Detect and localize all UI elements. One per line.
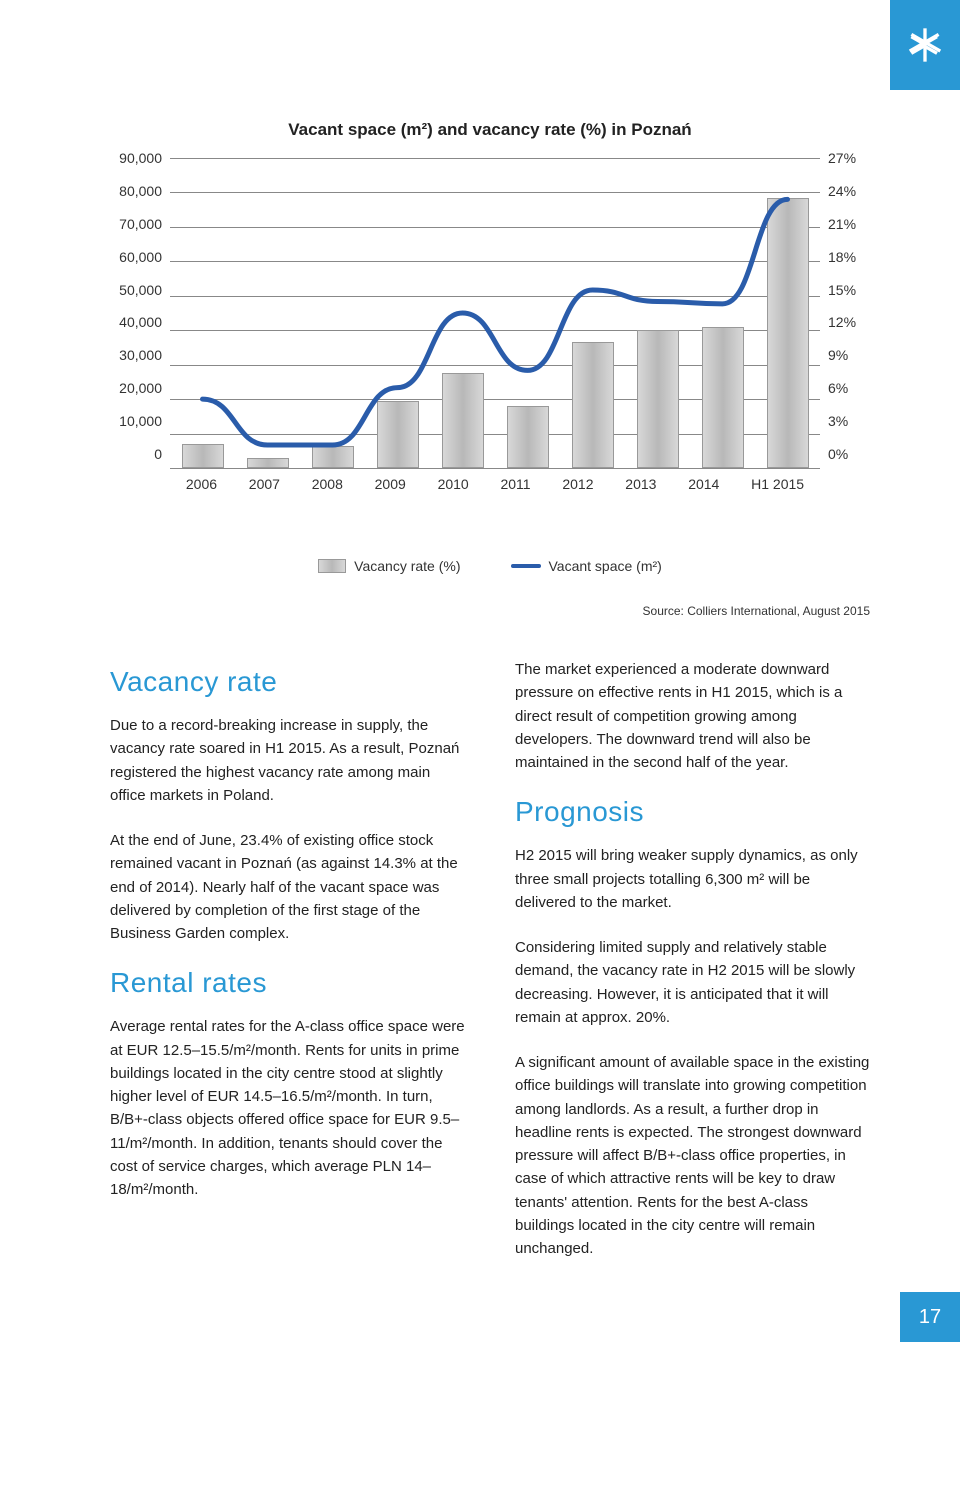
left-column: Vacancy rate Due to a record-breaking in… <box>110 658 465 1282</box>
corner-tab <box>890 0 960 90</box>
chart-source: Source: Colliers International, August 2… <box>110 604 870 618</box>
chart-title: Vacant space (m²) and vacancy rate (%) i… <box>110 120 870 140</box>
y-axis-right: 27%24%21%18%15%12%9%6%3%0% <box>820 158 870 468</box>
y-left-tick: 40,000 <box>110 315 162 329</box>
x-tick: 2014 <box>688 476 719 492</box>
heading-rental-rates: Rental rates <box>110 967 465 999</box>
y-left-tick: 50,000 <box>110 283 162 297</box>
vacancy-p2: At the end of June, 23.4% of existing of… <box>110 829 465 945</box>
x-tick: 2013 <box>625 476 656 492</box>
page-number: 17 <box>900 1292 960 1342</box>
x-tick: 2010 <box>438 476 469 492</box>
y-left-tick: 80,000 <box>110 184 162 198</box>
asterisk-icon <box>905 25 945 65</box>
legend-line: Vacant space (m²) <box>511 558 662 574</box>
chart-line <box>170 158 820 468</box>
x-tick: 2007 <box>249 476 280 492</box>
y-right-tick: 6% <box>828 381 870 395</box>
text-columns: Vacancy rate Due to a record-breaking in… <box>110 658 870 1282</box>
y-left-tick: 90,000 <box>110 151 162 165</box>
y-right-tick: 9% <box>828 348 870 362</box>
heading-vacancy-rate: Vacancy rate <box>110 666 465 698</box>
y-right-tick: 18% <box>828 250 870 264</box>
legend-line-swatch <box>511 564 541 568</box>
prognosis-p2: Considering limited supply and relativel… <box>515 936 870 1029</box>
heading-prognosis: Prognosis <box>515 796 870 828</box>
prognosis-p3: A significant amount of available space … <box>515 1051 870 1260</box>
vacancy-p1: Due to a record-breaking increase in sup… <box>110 714 465 807</box>
rental-p1: Average rental rates for the A-class off… <box>110 1015 465 1201</box>
right-intro: The market experienced a moderate downwa… <box>515 658 870 774</box>
y-left-tick: 20,000 <box>110 381 162 395</box>
chart-container: 90,00080,00070,00060,00050,00040,00030,0… <box>110 158 870 508</box>
y-left-tick: 30,000 <box>110 348 162 362</box>
y-left-tick: 60,000 <box>110 250 162 264</box>
y-right-tick: 27% <box>828 151 870 165</box>
x-tick: 2012 <box>562 476 593 492</box>
y-axis-left: 90,00080,00070,00060,00050,00040,00030,0… <box>110 158 170 468</box>
y-right-tick: 3% <box>828 414 870 428</box>
legend-line-label: Vacant space (m²) <box>549 558 662 574</box>
y-right-tick: 0% <box>828 447 870 461</box>
y-right-tick: 15% <box>828 283 870 297</box>
y-right-tick: 12% <box>828 315 870 329</box>
y-left-tick: 10,000 <box>110 414 162 428</box>
x-tick: 2009 <box>375 476 406 492</box>
x-tick: 2011 <box>500 476 530 492</box>
x-tick: H1 2015 <box>751 476 804 492</box>
prognosis-p1: H2 2015 will bring weaker supply dynamic… <box>515 844 870 914</box>
right-column: The market experienced a moderate downwa… <box>515 658 870 1282</box>
y-left-tick: 0 <box>110 447 162 461</box>
x-tick: 2006 <box>186 476 217 492</box>
y-right-tick: 21% <box>828 217 870 231</box>
chart-legend: Vacancy rate (%) Vacant space (m²) <box>110 558 870 574</box>
legend-bar-swatch <box>318 559 346 573</box>
x-tick: 2008 <box>312 476 343 492</box>
legend-bar-label: Vacancy rate (%) <box>354 558 460 574</box>
legend-bar: Vacancy rate (%) <box>318 558 460 574</box>
chart-plot <box>170 158 820 468</box>
y-right-tick: 24% <box>828 184 870 198</box>
y-left-tick: 70,000 <box>110 217 162 231</box>
x-axis-labels: 2006 2007 2008 2009 2010 2011 2012 2013 2014 H1 2… <box>170 476 820 492</box>
